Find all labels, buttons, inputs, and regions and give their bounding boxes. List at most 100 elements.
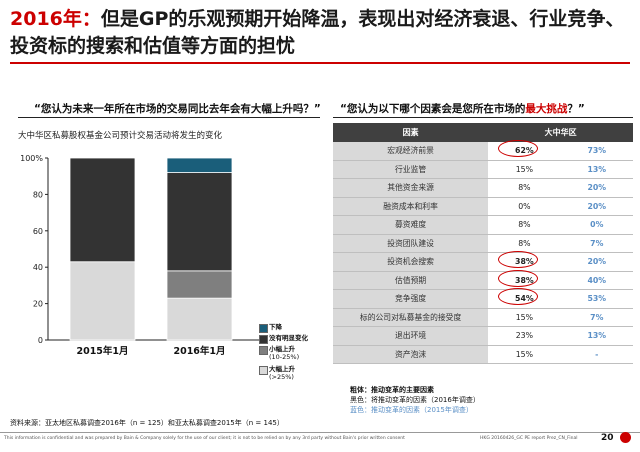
footer-rule bbox=[0, 432, 640, 433]
row-value-2015: 40% bbox=[560, 271, 633, 290]
row-value-2015: 13% bbox=[560, 326, 633, 346]
table-row: 融资成本和利率 0% 20% bbox=[333, 197, 633, 216]
legend-label: 没有明显变化 bbox=[269, 334, 308, 342]
legend-series-name: 下降 bbox=[269, 323, 282, 331]
highlight-circle bbox=[498, 288, 538, 305]
row-label: 融资成本和利率 bbox=[333, 197, 489, 216]
bain-logo bbox=[620, 432, 631, 443]
row-value-2015: 20% bbox=[560, 178, 633, 198]
row-label: 宏观经济前景 bbox=[333, 142, 489, 161]
table-row: 投资团队建设 8% 7% bbox=[333, 234, 633, 253]
title-rule bbox=[10, 62, 630, 64]
bar-segment bbox=[166, 270, 233, 299]
table-row: 宏观经济前景 62% 73% bbox=[333, 142, 633, 161]
legend-series-name: 大幅上升 bbox=[269, 365, 295, 373]
legend-series-name: 没有明显变化 bbox=[269, 334, 308, 342]
row-label: 竞争强度 bbox=[333, 289, 489, 309]
table-notes: 粗体：推动变革的主要因素 黑色：将推动变革的因素（2016年调查） 蓝色：推动变… bbox=[350, 385, 480, 415]
row-label: 投资机会搜索 bbox=[333, 252, 489, 272]
title-text: 但是GP的乐观预期开始降温，表现出对经济衰退、行业竞争、投资标的搜索和估值等方面… bbox=[10, 8, 625, 57]
legend-swatch bbox=[259, 324, 268, 333]
row-value-2015: 0% bbox=[560, 215, 633, 235]
legend-series-range: (10-25%) bbox=[269, 353, 300, 361]
table-row: 退出环境 23% 13% bbox=[333, 326, 633, 346]
row-value-2015: 7% bbox=[560, 234, 633, 253]
row-value-2015: 7% bbox=[560, 308, 633, 327]
row-label: 估值预期 bbox=[333, 271, 489, 290]
legend-swatch bbox=[259, 366, 268, 375]
row-label: 退出环境 bbox=[333, 326, 489, 346]
legend-series-range: (>25%) bbox=[269, 373, 294, 381]
table-row: 募资难度 8% 0% bbox=[333, 215, 633, 235]
notes-blue: 蓝色：推动变革的因素（2015年调查） bbox=[350, 406, 473, 414]
page-number: 20 bbox=[601, 433, 614, 443]
row-value-2016: 0% bbox=[488, 197, 561, 216]
row-value-2016: 8% bbox=[488, 215, 561, 235]
highlight-circle bbox=[498, 140, 538, 157]
right-question-post: ？” bbox=[567, 103, 585, 115]
y-tick-label: 80 bbox=[33, 190, 43, 199]
notes-black: 黑色：将推动变革的因素（2016年调查） bbox=[350, 396, 480, 404]
challenge-table: 因素 大中华区 宏观经济前景 62% 73% 行业监管 15% 13% 其他资金来源 8% 20… bbox=[333, 123, 633, 364]
right-question-pre: “您认为以下哪个因素会是您所在市场的 bbox=[340, 103, 526, 115]
legend-label: 小幅上升 (10-25%) bbox=[269, 345, 299, 361]
table-row: 投资机会搜索 38% 20% bbox=[333, 252, 633, 272]
bar-segment bbox=[69, 261, 136, 341]
table-row: 其他资金来源 8% 20% bbox=[333, 178, 633, 198]
legend-swatch bbox=[259, 346, 268, 355]
left-question: “您认为未来一年所在市场的交易同比去年会有大幅上升吗？” bbox=[34, 103, 321, 115]
right-question: “您认为以下哪个因素会是您所在市场的最大挑战？” bbox=[340, 101, 585, 116]
y-tick-label: 100% bbox=[20, 154, 43, 163]
page-title: 2016年：但是GP的乐观预期开始降温，表现出对经济衰退、行业竞争、投资标的搜索… bbox=[10, 6, 630, 60]
legend-label: 大幅上升 (>25%) bbox=[269, 365, 295, 381]
source-note: 资料来源：亚太地区私募调查2016年（n = 125）和亚太私募调查2015年（… bbox=[10, 419, 284, 427]
x-tick-label: 2015年1月 bbox=[76, 345, 128, 357]
bar-segment bbox=[69, 157, 136, 263]
legend-swatch bbox=[259, 335, 268, 344]
table-row: 估值预期 38% 40% bbox=[333, 271, 633, 290]
footer-file: HKG 20160426_GC PE report Prez_CN_Final bbox=[480, 436, 578, 441]
title-year: 2016年： bbox=[10, 8, 101, 30]
bar-segment bbox=[166, 297, 233, 341]
row-value-2016: 15% bbox=[488, 308, 561, 327]
legend-series-name: 小幅上升 bbox=[269, 345, 295, 353]
row-value-2016: 15% bbox=[488, 160, 561, 179]
right-question-rule bbox=[333, 117, 633, 118]
y-tick-label: 20 bbox=[33, 300, 43, 309]
right-question-highlight: 最大挑战 bbox=[525, 103, 568, 115]
row-label: 标的公司对私募基金的接受度 bbox=[333, 308, 489, 327]
row-value-2015: - bbox=[560, 345, 633, 364]
confidentiality-footer: This information is confidential and was… bbox=[4, 436, 405, 441]
x-tick-label: 2016年1月 bbox=[173, 345, 225, 357]
row-label: 投资团队建设 bbox=[333, 234, 489, 253]
y-tick-label: 40 bbox=[33, 263, 43, 272]
highlight-circle bbox=[498, 251, 538, 268]
row-value-2016: 8% bbox=[488, 234, 561, 253]
row-value-2015: 53% bbox=[560, 289, 633, 309]
row-label: 资产泡沫 bbox=[333, 345, 489, 364]
table-row: 竞争强度 54% 53% bbox=[333, 289, 633, 309]
left-question-rule bbox=[18, 117, 320, 118]
row-value-2015: 20% bbox=[560, 197, 633, 216]
bar-segment bbox=[166, 157, 233, 173]
table-row: 资产泡沫 15% - bbox=[333, 345, 633, 364]
row-label: 其他资金来源 bbox=[333, 178, 489, 198]
table-row: 标的公司对私募基金的接受度 15% 7% bbox=[333, 308, 633, 327]
row-value-2016: 8% bbox=[488, 178, 561, 198]
stacked-bar-chart: 0 20 40 60 80 100% 2015年1月 2016年1月 bbox=[20, 154, 268, 357]
legend-label: 下降 bbox=[269, 323, 282, 331]
y-tick-label: 0 bbox=[38, 336, 43, 345]
row-value-2015: 13% bbox=[560, 160, 633, 179]
col-factor: 因素 bbox=[333, 123, 489, 142]
row-label: 行业监管 bbox=[333, 160, 489, 179]
notes-head: 粗体：推动变革的主要因素 bbox=[350, 386, 434, 394]
highlight-circle bbox=[498, 269, 538, 287]
row-value-2016: 23% bbox=[488, 326, 561, 346]
row-value-2015: 20% bbox=[560, 252, 633, 272]
chart-subtitle: 大中华区私募股权基金公司预计交易活动将发生的变化 bbox=[18, 131, 223, 141]
table-header-row: 因素 大中华区 bbox=[333, 123, 633, 142]
col-region: 大中华区 bbox=[488, 123, 633, 142]
y-tick-label: 60 bbox=[33, 227, 43, 236]
row-label: 募资难度 bbox=[333, 215, 489, 235]
row-value-2015: 73% bbox=[560, 142, 633, 161]
